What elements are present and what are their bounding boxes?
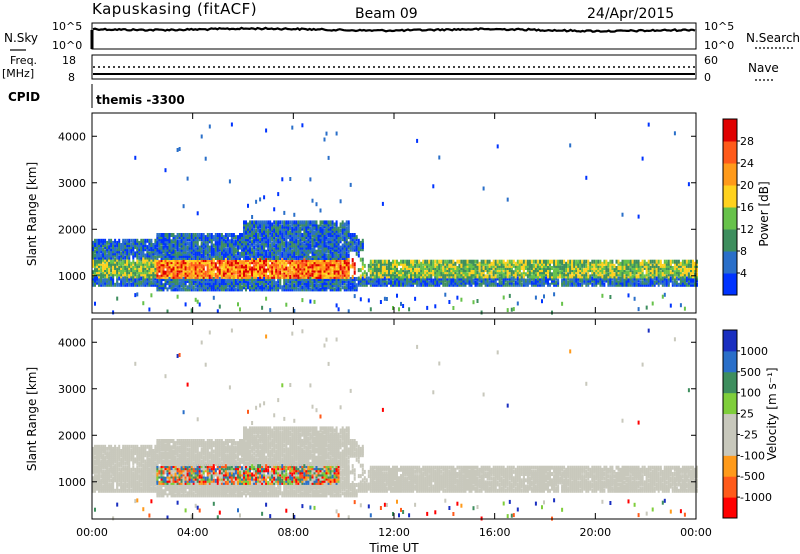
y-tick-label: 1000 <box>58 270 86 283</box>
velocity-colorbar-tick-label: 1000 <box>740 345 768 358</box>
colorbar-swatch <box>723 273 737 296</box>
x-tick-label: 00:00 <box>680 526 712 539</box>
colorbar-swatch <box>723 413 737 435</box>
y-tick-label: 1000 <box>58 476 86 489</box>
colorbar-swatch <box>723 497 737 519</box>
colorbar-swatch <box>723 207 737 230</box>
x-tick-label: 12:00 <box>378 526 410 539</box>
colorbar-swatch <box>723 330 737 352</box>
power-colorbar: 4 8 12 16 20 24 28 <box>722 118 754 296</box>
station-title: Kapuskasing (fitACF) <box>92 0 257 18</box>
colorbar-swatch <box>723 350 737 373</box>
noise-sky-trace <box>92 26 696 33</box>
velocity-colorbar: 1000 500 100 25 -25 -100 -500 -1000 <box>722 329 772 519</box>
velocity-colorbar-label: Velocity [m s⁻¹] <box>765 367 779 460</box>
noise-right-tick-low: 10^0 <box>704 39 734 52</box>
date-label: 24/Apr/2015 <box>587 6 674 22</box>
freq-right-tick-low: 0 <box>704 71 711 84</box>
power-colorbar-tick-label: 8 <box>740 245 747 258</box>
colorbar-swatch <box>723 251 737 274</box>
freq-right-tick-high: 60 <box>704 54 718 67</box>
y-tick-label: 2000 <box>58 223 86 236</box>
power-colorbar-tick-label: 20 <box>740 179 754 192</box>
x-tick-label: 00:00 <box>76 526 108 539</box>
freq-left-tick-high: 18 <box>62 54 76 67</box>
nave-right-label: Nave <box>748 61 779 75</box>
velocity-panel: 1000 2000 3000 4000 00:00 04:00 08:00 12:00 16:… <box>25 318 779 539</box>
y-tick-label: 4000 <box>58 130 86 143</box>
noise-right-label: N.Search <box>746 31 800 45</box>
power-panel: 1000 2000 3000 4000 Slant Range [km] 4 8 12 16… <box>25 112 771 315</box>
velocity-x-axis: 00:00 04:00 08:00 12:00 16:00 20:00 00:00 <box>76 319 712 539</box>
colorbar-swatch <box>723 229 737 252</box>
velocity-colorbar-tick-label: 500 <box>740 366 761 379</box>
freq-left-label: Freq. <box>10 54 37 67</box>
noise-left-tick-high: 10^5 <box>52 20 82 33</box>
velocity-colorbar-tick-label: 25 <box>740 408 754 421</box>
noise-left-label: N.Sky <box>4 31 38 45</box>
colorbar-swatch <box>723 371 737 394</box>
y-tick-label: 3000 <box>58 383 86 396</box>
x-tick-label: 04:00 <box>177 526 209 539</box>
velocity-y-axis: 1000 2000 3000 4000 <box>58 336 696 489</box>
velocity-colorbar-tick-label: 100 <box>740 387 761 400</box>
colorbar-swatch <box>723 392 737 415</box>
cpid-label: CPID <box>8 90 40 104</box>
velocity-y-label: Slant Range [km] <box>25 367 39 471</box>
power-x-ticks <box>91 113 697 313</box>
freq-panel: Freq. [MHz] 18 8 60 0 Nave <box>2 54 779 84</box>
power-colorbar-tick-label: 28 <box>740 135 754 148</box>
y-tick-label: 2000 <box>58 429 86 442</box>
power-colorbar-tick-label: 24 <box>740 157 754 170</box>
power-colorbar-label: Power [dB] <box>757 181 771 246</box>
colorbar-swatch <box>723 455 737 477</box>
colorbar-swatch <box>723 476 737 498</box>
power-colorbar-tick-label: 12 <box>740 223 754 236</box>
y-tick-label: 3000 <box>58 177 86 190</box>
velocity-scatter-cells <box>92 328 698 521</box>
x-axis-label: Time UT <box>368 541 419 554</box>
power-colorbar-tick-label: 16 <box>740 201 754 214</box>
velocity-colorbar-tick-label: -500 <box>740 470 765 483</box>
colorbar-swatch <box>723 163 737 186</box>
colorbar-swatch <box>723 434 737 456</box>
colorbar-swatch <box>723 141 737 164</box>
velocity-colorbar-tick-label: -1000 <box>740 491 772 504</box>
noise-panel: N.Sky 10^5 10^0 10^5 10^0 N.Search <box>4 20 800 52</box>
beam-label: Beam 09 <box>355 6 418 22</box>
velocity-colorbar-tick-label: -25 <box>740 428 758 441</box>
noise-right-tick-high: 10^5 <box>704 20 734 33</box>
colorbar-swatch <box>723 119 737 142</box>
x-tick-label: 16:00 <box>479 526 511 539</box>
cpid-text: themis -3300 <box>96 93 185 107</box>
x-tick-label: 08:00 <box>277 526 309 539</box>
power-colorbar-tick-label: 4 <box>740 267 747 280</box>
noise-left-tick-low: 10^0 <box>52 39 82 52</box>
freq-left-unit: [MHz] <box>2 67 34 80</box>
velocity-colorbar-tick-label: -100 <box>740 449 765 462</box>
y-tick-label: 4000 <box>58 336 86 349</box>
power-y-label: Slant Range [km] <box>25 162 39 266</box>
power-y-axis: 1000 2000 3000 4000 <box>58 130 696 283</box>
power-scatter-cells <box>92 122 698 315</box>
x-tick-label: 20:00 <box>579 526 611 539</box>
colorbar-swatch <box>723 185 737 208</box>
freq-left-tick-low: 8 <box>68 71 75 84</box>
